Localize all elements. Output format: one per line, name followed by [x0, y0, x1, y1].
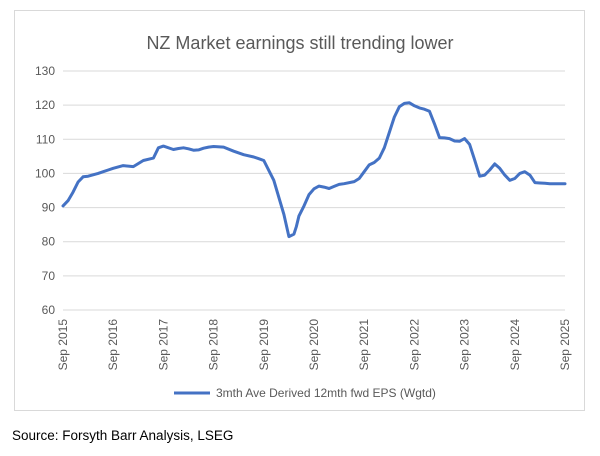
y-tick-label: 130 [35, 64, 55, 78]
legend-label: 3mth Ave Derived 12mth fwd EPS (Wgtd) [216, 386, 436, 400]
x-tick-label: Sep 2015 [56, 319, 70, 371]
x-tick-label: Sep 2020 [307, 319, 321, 371]
source-note: Source: Forsyth Barr Analysis, LSEG [12, 428, 234, 443]
y-tick-label: 100 [35, 166, 55, 180]
legend: 3mth Ave Derived 12mth fwd EPS (Wgtd) [174, 386, 436, 400]
x-tick-label: Sep 2025 [558, 319, 572, 371]
x-tick-label: Sep 2017 [156, 319, 170, 371]
x-tick-label: Sep 2022 [407, 319, 421, 371]
x-tick-label: Sep 2021 [357, 319, 371, 371]
y-tick-label: 60 [42, 303, 56, 317]
x-axis-ticks: Sep 2015 Sep 2016 Sep 2017 Sep 2018 Sep 2019… [56, 319, 572, 371]
series-lines [61, 101, 567, 239]
series-line-0 [61, 101, 567, 239]
y-tick-label: 120 [35, 98, 55, 112]
y-tick-label: 90 [42, 201, 56, 215]
y-tick-label: 80 [42, 235, 56, 249]
line-chart: NZ Market earnings still trending lower … [35, 33, 572, 400]
x-tick-label: Sep 2016 [106, 319, 120, 371]
y-axis-ticks: 60 70 80 90 100 110 120 130 [35, 64, 55, 317]
y-tick-label: 70 [42, 269, 56, 283]
y-tick-label: 110 [36, 132, 55, 146]
x-tick-label: Sep 2024 [508, 319, 522, 371]
gridlines [63, 70, 565, 311]
chart-title: NZ Market earnings still trending lower [146, 33, 453, 53]
chart-frame: NZ Market earnings still trending lower … [14, 10, 585, 411]
x-tick-label: Sep 2018 [207, 319, 221, 371]
x-tick-label: Sep 2023 [458, 319, 472, 371]
x-tick-label: Sep 2019 [257, 319, 271, 371]
